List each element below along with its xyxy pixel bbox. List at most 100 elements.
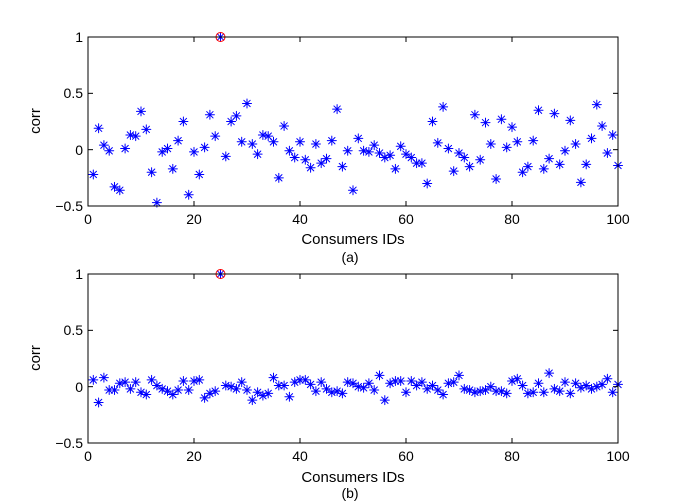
data-point (522, 388, 533, 399)
data-point (242, 98, 252, 109)
data-point (581, 159, 592, 170)
data-point (432, 137, 443, 148)
data-point (416, 377, 427, 388)
data-point (385, 150, 396, 161)
data-point (247, 139, 258, 150)
data-point (337, 388, 348, 399)
data-point (575, 382, 586, 393)
data-point (369, 140, 380, 151)
data-point (512, 136, 523, 147)
data-point (310, 386, 321, 397)
data-point (469, 387, 480, 398)
data-point (358, 382, 369, 393)
data-point (289, 152, 300, 163)
data-point (257, 390, 268, 401)
data-point (189, 146, 199, 157)
data-point (565, 388, 576, 399)
data-point (199, 392, 210, 403)
data-point (570, 139, 581, 150)
data-point (353, 381, 364, 392)
data-point (438, 101, 449, 112)
data-point (178, 116, 189, 127)
data-point (475, 154, 486, 165)
data-point (173, 135, 184, 146)
data-point (491, 386, 502, 397)
data-point (363, 378, 374, 389)
data-point (88, 169, 99, 180)
data-point (194, 374, 205, 385)
panel-b: 0 20 40 60 80 100 −0.5 0 0.5 1 Consumers… (27, 266, 630, 501)
data-point (591, 381, 602, 392)
y-tick-label: 0 (75, 142, 83, 158)
panel-b-xtick-labels: 0 20 40 60 80 100 (84, 448, 630, 464)
data-point (199, 142, 210, 153)
data-point (130, 377, 141, 388)
data-point (374, 148, 385, 159)
data-point (485, 139, 496, 150)
data-point (167, 163, 178, 174)
data-point (533, 105, 544, 116)
data-point (337, 161, 348, 172)
data-point (522, 161, 533, 172)
panel-a-x-axis-label: Consumers IDs (301, 231, 404, 248)
data-point (602, 373, 613, 384)
data-point (512, 373, 523, 384)
data-point (586, 133, 597, 144)
data-point (379, 152, 390, 163)
data-point (369, 385, 380, 396)
data-point (507, 376, 517, 387)
data-point (263, 388, 274, 399)
data-point (120, 143, 131, 154)
data-point (607, 387, 618, 398)
data-point (517, 380, 528, 391)
panel-a-caption: (a) (341, 249, 358, 265)
data-point (316, 377, 327, 388)
y-tick-label: 0 (75, 379, 83, 395)
data-point (162, 143, 173, 154)
data-point (162, 386, 173, 397)
data-point (326, 387, 337, 398)
data-point (141, 124, 152, 135)
data-point (146, 167, 157, 178)
data-point (554, 386, 565, 397)
data-point (263, 131, 274, 142)
panel-a-frame (87, 36, 619, 207)
data-point (422, 383, 433, 394)
data-point (448, 377, 459, 388)
panel-a-ticks (87, 36, 619, 207)
data-point (390, 376, 401, 387)
data-point (416, 158, 427, 169)
data-point (268, 136, 279, 147)
data-point (167, 389, 178, 400)
data-point (157, 383, 168, 394)
data-point (406, 376, 417, 387)
data-point (443, 143, 454, 154)
data-point (496, 386, 507, 397)
data-point (464, 385, 475, 396)
data-point (496, 114, 507, 125)
data-point (602, 148, 613, 159)
data-point (268, 372, 279, 383)
data-point (305, 379, 316, 390)
data-point (220, 151, 231, 162)
data-point (194, 169, 205, 180)
data-point (226, 116, 237, 127)
data-point (443, 378, 454, 389)
data-point (98, 140, 109, 151)
data-point (178, 376, 189, 387)
data-point (141, 389, 152, 400)
data-point (401, 387, 411, 398)
data-point (480, 117, 491, 128)
data-point (363, 146, 374, 157)
data-point (305, 162, 316, 173)
data-point (528, 135, 539, 146)
panel-b-x-axis-label: Consumers IDs (301, 469, 404, 486)
data-point (104, 145, 115, 156)
data-point (204, 109, 215, 120)
panel-b-ticks (87, 273, 619, 444)
panel-b-ytick-labels: −0.5 0 0.5 1 (55, 266, 83, 451)
data-point (189, 376, 199, 387)
data-point (358, 145, 369, 156)
panel-a-y-axis-label: corr (27, 108, 44, 134)
